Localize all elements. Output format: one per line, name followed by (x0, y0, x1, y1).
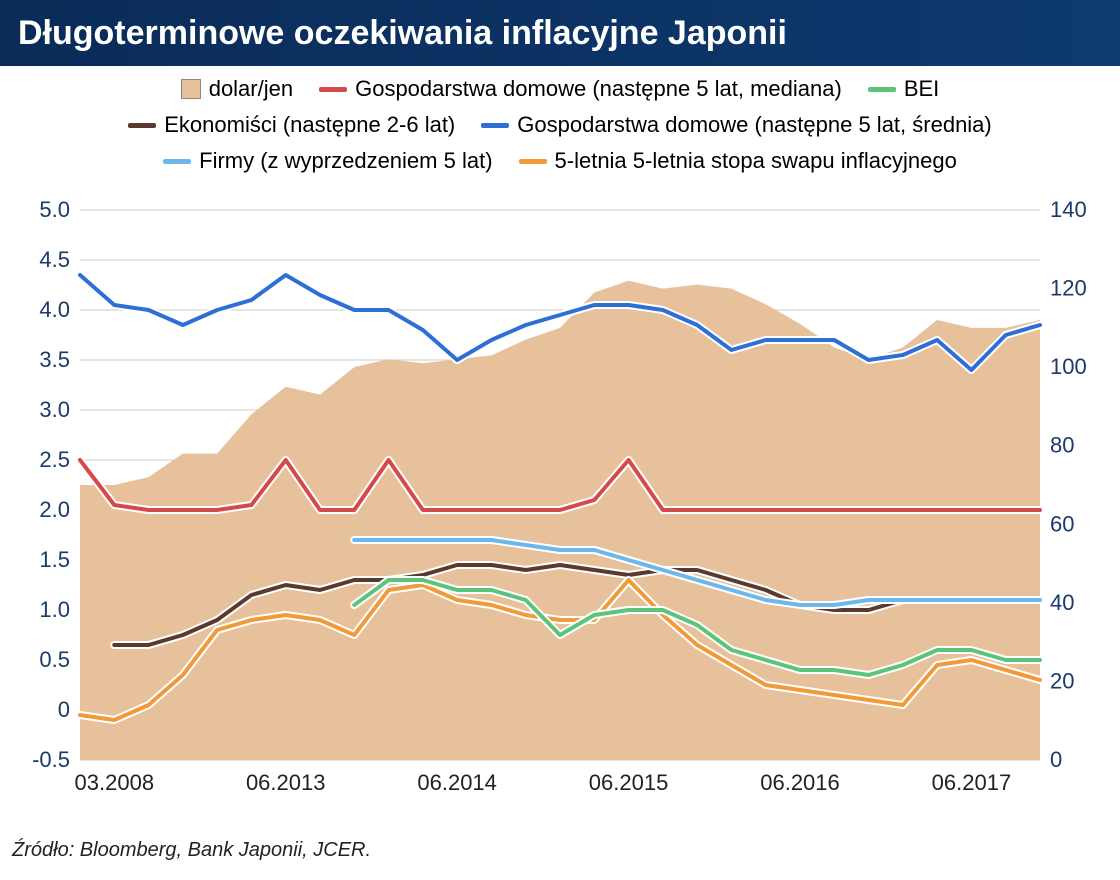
legend-swatch-econ (128, 123, 156, 128)
svg-text:0: 0 (58, 697, 70, 722)
legend-item-econ: Ekonomiści (następne 2-6 lat) (128, 114, 455, 136)
legend-swatch-dolar_jen (181, 79, 201, 99)
svg-text:3.5: 3.5 (39, 347, 70, 372)
svg-text:60: 60 (1050, 511, 1074, 536)
legend-item-firms: Firmy (z wyprzedzeniem 5 lat) (163, 150, 492, 172)
svg-text:20: 20 (1050, 668, 1074, 693)
legend-label-firms: Firmy (z wyprzedzeniem 5 lat) (199, 150, 492, 172)
svg-text:-0.5: -0.5 (32, 747, 70, 772)
svg-text:1.5: 1.5 (39, 547, 70, 572)
legend-label-dolar_jen: dolar/jen (209, 78, 293, 100)
svg-text:100: 100 (1050, 354, 1087, 379)
svg-text:120: 120 (1050, 276, 1087, 301)
legend-label-swap5y5y: 5-letnia 5-letnia stopa swapu inflacyjne… (555, 150, 957, 172)
svg-text:1.0: 1.0 (39, 597, 70, 622)
svg-text:06.2016: 06.2016 (760, 770, 840, 795)
chart-title: Długoterminowe oczekiwania inflacyjne Ja… (0, 14, 787, 53)
svg-text:4.0: 4.0 (39, 297, 70, 322)
legend-item-hh_median: Gospodarstwa domowe (następne 5 lat, med… (319, 78, 842, 100)
legend-item-swap5y5y: 5-letnia 5-letnia stopa swapu inflacyjne… (519, 150, 957, 172)
svg-text:03.2008: 03.2008 (75, 770, 155, 795)
chart-svg: -0.5 0 0.5 1.0 1.5 2.0 2.5 3.0 3.5 4.0 4.5 5.0 0 20 40… (20, 200, 1110, 820)
svg-text:06.2013: 06.2013 (246, 770, 326, 795)
svg-text:80: 80 (1050, 433, 1074, 458)
legend-label-bei: BEI (904, 78, 939, 100)
legend-item-bei: BEI (868, 78, 939, 100)
legend-label-econ: Ekonomiści (następne 2-6 lat) (164, 114, 455, 136)
chart-header: Długoterminowe oczekiwania inflacyjne Ja… (0, 0, 1120, 66)
legend-swatch-hh_median (319, 87, 347, 92)
legend-label-hh_median: Gospodarstwa domowe (następne 5 lat, med… (355, 78, 842, 100)
chart-plot: -0.500.51.01.52.02.53.03.54.04.55.002040… (80, 200, 1040, 790)
svg-text:0.5: 0.5 (39, 647, 70, 672)
svg-text:06.2015: 06.2015 (589, 770, 669, 795)
chart-legend: dolar/jen Gospodarstwa domowe (następne 5… (80, 78, 1040, 172)
svg-text:3.0: 3.0 (39, 397, 70, 422)
svg-text:0: 0 (1050, 747, 1062, 772)
legend-swatch-firms (163, 159, 191, 164)
svg-text:4.5: 4.5 (39, 247, 70, 272)
svg-text:2.0: 2.0 (39, 497, 70, 522)
legend-swatch-swap5y5y (519, 159, 547, 164)
legend-item-hh_mean: Gospodarstwa domowe (następne 5 lat, śre… (481, 114, 991, 136)
chart-container: Długoterminowe oczekiwania inflacyjne Ja… (0, 0, 1120, 880)
chart-source: Źródło: Bloomberg, Bank Japonii, JCER. (12, 839, 371, 862)
svg-text:40: 40 (1050, 590, 1074, 615)
svg-text:2.5: 2.5 (39, 447, 70, 472)
legend-item-dolar_jen: dolar/jen (181, 78, 293, 100)
svg-text:5.0: 5.0 (39, 200, 70, 222)
svg-text:06.2014: 06.2014 (417, 770, 497, 795)
svg-text:140: 140 (1050, 200, 1087, 222)
legend-swatch-bei (868, 87, 896, 92)
legend-label-hh_mean: Gospodarstwa domowe (następne 5 lat, śre… (517, 114, 991, 136)
legend-swatch-hh_mean (481, 123, 509, 128)
svg-text:06.2017: 06.2017 (932, 770, 1012, 795)
